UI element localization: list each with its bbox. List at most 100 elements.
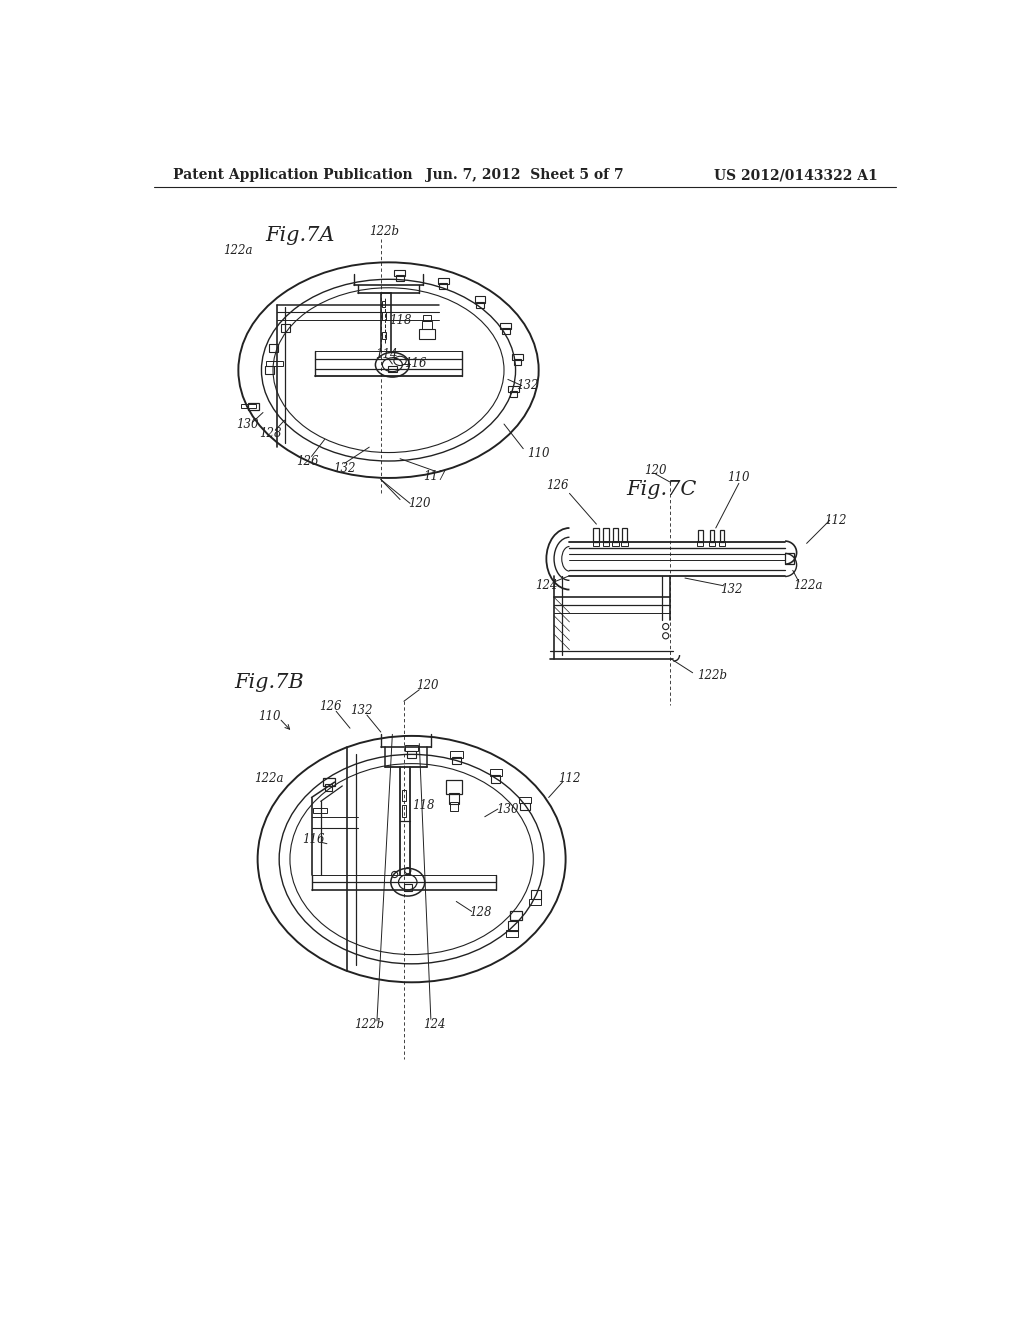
Bar [452,756,461,764]
Bar [249,403,259,411]
Bar [313,808,327,813]
Text: 122b: 122b [370,224,399,238]
Bar [264,366,273,374]
Text: 132: 132 [516,379,539,392]
Bar [698,529,702,543]
Text: 118: 118 [412,799,434,812]
Bar [401,805,407,817]
Bar [449,793,460,804]
Bar [396,275,403,281]
Text: 110: 110 [527,446,550,459]
Bar [388,366,397,372]
Bar [502,329,510,334]
Bar [508,385,519,392]
Text: 122b: 122b [354,1018,384,1031]
Bar [513,359,521,366]
Bar [510,911,522,920]
Bar [602,541,609,545]
Text: 126: 126 [547,479,569,492]
Text: 132: 132 [334,462,356,475]
Bar [438,279,449,284]
Bar [323,779,335,785]
Text: 124: 124 [424,1018,446,1031]
Text: 120: 120 [416,680,438,693]
Text: 112: 112 [558,772,581,785]
Text: 130: 130 [497,803,519,816]
Text: 122b: 122b [697,669,727,682]
Text: 122a: 122a [254,772,284,785]
Text: 117: 117 [424,470,446,483]
Bar [422,321,432,329]
Bar [529,899,542,906]
Bar [719,541,725,545]
Text: 110: 110 [728,471,751,484]
Bar [520,803,529,810]
Text: 110: 110 [258,710,281,723]
Text: 128: 128 [470,907,493,920]
Text: 132: 132 [350,704,373,717]
Text: 120: 120 [644,463,667,477]
Bar [382,301,385,308]
Text: 126: 126 [296,454,318,467]
Bar [506,929,518,937]
Text: 120: 120 [408,496,430,510]
Bar [593,528,599,543]
Text: US 2012/0143322 A1: US 2012/0143322 A1 [714,169,878,182]
Bar [612,528,617,543]
Bar [423,314,431,321]
Bar [451,803,458,812]
Bar [785,553,795,564]
Bar [710,529,714,543]
Text: 112: 112 [824,513,847,527]
Bar [382,313,386,321]
Text: Fig.7C: Fig.7C [627,480,697,499]
Text: 116: 116 [302,833,325,846]
Bar [419,329,435,339]
Bar [508,921,518,931]
Text: Patent Application Publication: Patent Application Publication [173,169,413,182]
Bar [474,297,485,302]
Bar [451,751,463,758]
Text: 116: 116 [404,358,427,371]
Bar [406,744,418,751]
Bar [268,345,278,352]
Bar [611,541,618,545]
Bar [394,269,406,276]
Bar [501,322,511,329]
Text: 114: 114 [375,348,397,362]
Bar [326,784,333,792]
Bar [697,541,703,545]
Bar [401,789,407,801]
Bar [593,541,599,545]
Bar [281,323,290,331]
Text: Fig.7B: Fig.7B [234,672,304,692]
Bar [603,528,608,543]
Bar [489,770,502,776]
Text: 118: 118 [389,314,412,326]
Bar [476,302,483,308]
Text: 132: 132 [720,583,742,597]
Bar [510,391,517,397]
Bar [439,284,447,289]
Text: 128: 128 [259,426,282,440]
Text: 122a: 122a [794,579,823,593]
Bar [241,404,256,408]
Bar [530,890,542,899]
Text: 124: 124 [536,579,558,593]
Text: 130: 130 [237,417,259,430]
Text: 126: 126 [319,700,342,713]
Bar [492,775,501,783]
Bar [446,780,462,793]
Bar [512,354,523,360]
Bar [720,529,724,543]
Bar [266,362,283,366]
Bar [709,541,715,545]
Bar [407,751,416,758]
Bar [403,884,412,891]
Text: Fig.7A: Fig.7A [265,226,335,246]
Bar [382,331,386,339]
Bar [621,541,628,545]
Text: Jun. 7, 2012  Sheet 5 of 7: Jun. 7, 2012 Sheet 5 of 7 [426,169,624,182]
Bar [622,528,628,543]
Text: 122a: 122a [223,244,253,257]
